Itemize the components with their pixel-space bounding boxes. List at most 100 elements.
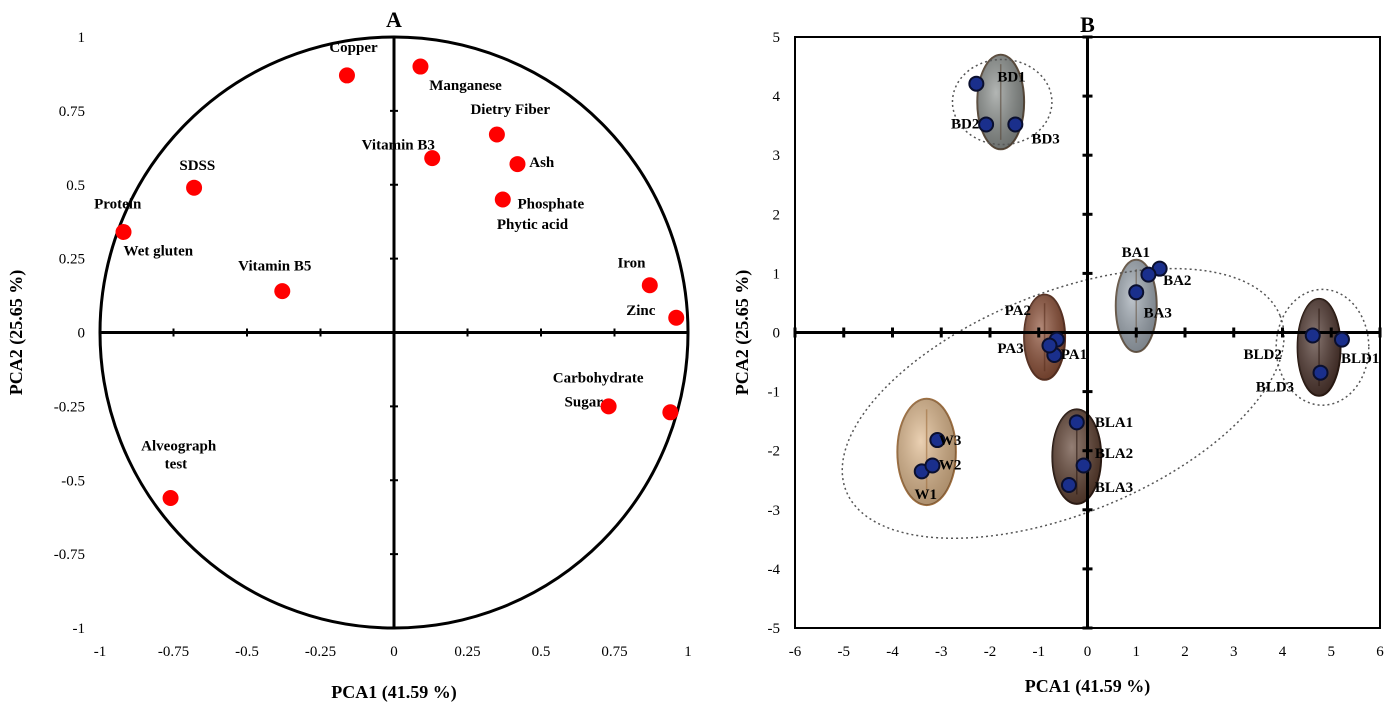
loading-label: Vitamin B3 bbox=[362, 137, 435, 153]
score-point bbox=[1304, 327, 1321, 344]
score-label: PA2 bbox=[1005, 303, 1031, 319]
x-tick-label: -1 bbox=[1033, 644, 1046, 660]
y-axis-title: PCA2 (25.65 %) bbox=[732, 270, 753, 395]
loading-label: test bbox=[165, 456, 188, 472]
x-tick-label: -2 bbox=[984, 644, 997, 660]
loading-label: Copper bbox=[329, 40, 378, 56]
y-tick-label: 0 bbox=[773, 326, 781, 342]
y-tick-label: -1 bbox=[768, 385, 781, 401]
score-point bbox=[929, 432, 946, 449]
y-tick-label: -4 bbox=[768, 562, 781, 578]
score-point bbox=[1068, 414, 1085, 431]
loading-point bbox=[488, 126, 505, 143]
score-label: BLA1 bbox=[1095, 415, 1133, 431]
y-tick-label: -1 bbox=[73, 621, 86, 637]
x-tick-label: 0.25 bbox=[454, 644, 480, 660]
x-axis-title: PCA1 (41.59 %) bbox=[331, 682, 456, 703]
loading-label: Alveograph bbox=[141, 439, 217, 455]
x-axis-title: PCA1 (41.59 %) bbox=[1025, 676, 1150, 697]
y-tick-label: 5 bbox=[773, 30, 781, 46]
cluster-ellipse bbox=[1275, 288, 1370, 406]
score-point bbox=[1007, 116, 1024, 133]
score-label: PA3 bbox=[997, 341, 1023, 357]
loading-point bbox=[662, 404, 679, 421]
loading-point bbox=[338, 67, 355, 84]
score-point bbox=[1041, 337, 1058, 354]
panel-title: B bbox=[1080, 12, 1095, 37]
loading-label: Wet gluten bbox=[124, 244, 194, 260]
y-tick-label: -0.25 bbox=[54, 399, 85, 415]
loading-label: Manganese bbox=[429, 78, 502, 94]
x-tick-label: -0.75 bbox=[158, 644, 189, 660]
loading-label: Iron bbox=[617, 255, 646, 271]
panel-a-pca-loadings: -1 -0.75 -0.5 -0.25 0 0.25 0.5 0.75 1 1 0.75 0.5 0.2… bbox=[6, 7, 692, 703]
loading-point bbox=[424, 150, 441, 167]
x-tick-label: 0.75 bbox=[601, 644, 627, 660]
x-tick-label: -6 bbox=[789, 644, 802, 660]
loading-point bbox=[641, 277, 658, 294]
cluster-ellipse bbox=[951, 58, 1053, 146]
score-label: W2 bbox=[939, 458, 962, 474]
score-point bbox=[968, 75, 985, 92]
x-tick-label: 2 bbox=[1181, 644, 1189, 660]
x-tick-label: 6 bbox=[1376, 644, 1384, 660]
x-tick-label: -0.25 bbox=[305, 644, 336, 660]
y-tick-label: 0.5 bbox=[66, 178, 85, 194]
x-tick-label: -0.5 bbox=[235, 644, 259, 660]
score-point bbox=[1312, 364, 1329, 381]
x-tick-label: -3 bbox=[935, 644, 948, 660]
loading-point bbox=[600, 398, 617, 415]
score-label: BA3 bbox=[1144, 306, 1172, 322]
score-point bbox=[1060, 476, 1077, 493]
x-tick-label: 0 bbox=[1084, 644, 1092, 660]
x-tick-label: -5 bbox=[838, 644, 851, 660]
y-tick-label: 0 bbox=[78, 326, 86, 342]
score-label: BLD3 bbox=[1256, 380, 1294, 396]
y-tick-label: 1 bbox=[78, 30, 86, 46]
score-label: BLD2 bbox=[1244, 347, 1282, 363]
loading-label: Ash bbox=[529, 155, 555, 171]
loading-point bbox=[162, 489, 179, 506]
loading-label: Carbohydrate bbox=[553, 371, 644, 387]
score-label: W1 bbox=[914, 487, 937, 503]
score-label: BD2 bbox=[951, 117, 979, 133]
cluster-ellipse bbox=[841, 267, 1285, 540]
y-tick-label: 4 bbox=[773, 89, 781, 105]
loading-label: Dietry Fiber bbox=[470, 102, 550, 118]
y-axis-title: PCA2 (25.65 %) bbox=[6, 270, 27, 395]
score-point bbox=[1140, 266, 1157, 283]
loading-label: SDSS bbox=[179, 158, 215, 174]
y-tick-label: 0.25 bbox=[59, 252, 85, 268]
score-label: BLD1 bbox=[1341, 351, 1379, 367]
loading-point bbox=[115, 224, 132, 241]
score-label: BLA3 bbox=[1095, 480, 1133, 496]
x-tick-label: 3 bbox=[1230, 644, 1238, 660]
loading-point bbox=[274, 283, 291, 300]
y-tick-label: 3 bbox=[773, 148, 781, 164]
loading-point bbox=[494, 191, 511, 208]
loading-point bbox=[186, 179, 203, 196]
panel-title: A bbox=[386, 7, 402, 32]
score-point bbox=[978, 116, 995, 133]
score-label: W3 bbox=[939, 433, 962, 449]
score-point bbox=[1075, 457, 1092, 474]
y-tick-label: -2 bbox=[768, 444, 781, 460]
x-tick-label: -1 bbox=[94, 644, 107, 660]
loading-label: Phytic acid bbox=[497, 217, 569, 233]
y-tick-label: 0.75 bbox=[59, 104, 85, 120]
score-label: BA2 bbox=[1163, 273, 1191, 289]
loading-label: Phosphate bbox=[517, 196, 584, 212]
x-tick-label: -4 bbox=[886, 644, 899, 660]
score-label: BD1 bbox=[997, 69, 1025, 85]
score-label: BD3 bbox=[1031, 131, 1059, 147]
loading-label: Sugar bbox=[565, 394, 604, 410]
x-tick-label: 4 bbox=[1279, 644, 1287, 660]
score-label: BLA2 bbox=[1095, 446, 1133, 462]
y-tick-label: -0.5 bbox=[61, 473, 85, 489]
loading-label: Protein bbox=[94, 196, 142, 212]
x-tick-label: 1 bbox=[1133, 644, 1141, 660]
x-tick-label: 5 bbox=[1328, 644, 1336, 660]
score-point bbox=[924, 457, 941, 474]
x-tick-label: 0 bbox=[390, 644, 398, 660]
